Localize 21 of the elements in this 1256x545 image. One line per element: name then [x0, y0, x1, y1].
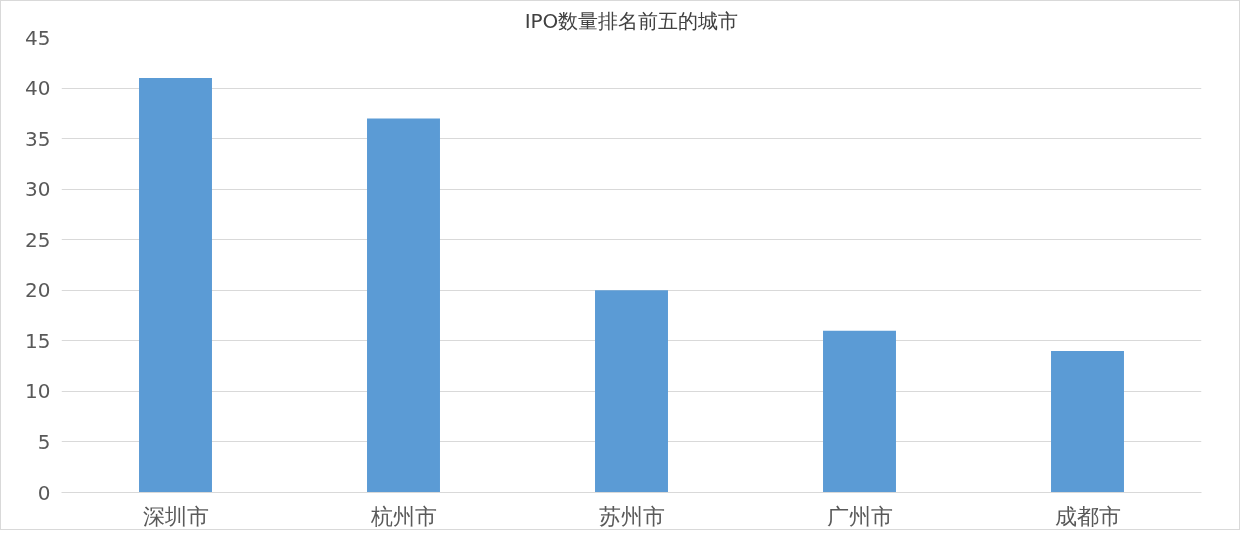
y-tick-label: 5 [37, 429, 51, 454]
x-tick-label: 成都市 [1054, 503, 1121, 529]
y-tick-label: 40 [25, 76, 51, 101]
x-tick-label: 深圳市 [142, 503, 209, 529]
x-tick-label: 苏州市 [598, 503, 665, 529]
y-tick-label: 15 [25, 328, 51, 353]
x-tick-label: 广州市 [826, 503, 893, 529]
y-tick-label: 30 [25, 177, 51, 202]
bar [823, 330, 896, 493]
bar [595, 290, 668, 493]
bar [139, 77, 212, 493]
bar [1051, 350, 1124, 493]
x-tick-label: 杭州市 [369, 503, 437, 529]
y-tick-label: 0 [37, 480, 51, 505]
y-tick-label: 35 [25, 126, 51, 151]
y-tick-label: 25 [25, 227, 51, 252]
y-tick-label: 20 [25, 278, 51, 303]
bar [367, 118, 440, 493]
y-tick-label: 45 [25, 25, 51, 50]
y-tick-label: 10 [25, 379, 51, 404]
chart-title: IPO数量排名前五的城市 [524, 8, 739, 33]
